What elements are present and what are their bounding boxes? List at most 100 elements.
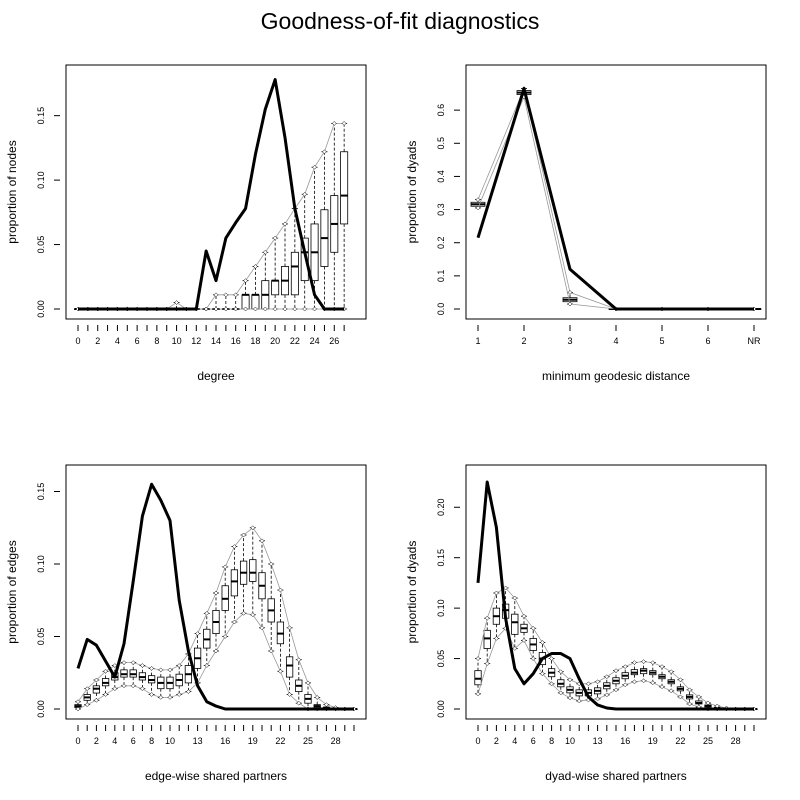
x-tick-label: 6 bbox=[131, 736, 136, 746]
envelope-point bbox=[567, 290, 573, 295]
y-tick-label: 0.15 bbox=[436, 549, 446, 567]
envelope-point bbox=[167, 695, 173, 700]
envelope-point bbox=[213, 306, 219, 312]
envelope-point bbox=[521, 638, 527, 643]
envelope-point bbox=[494, 636, 499, 641]
envelope-point bbox=[641, 678, 646, 684]
x-tick-label: 18 bbox=[250, 336, 260, 346]
panel-1: 0 2 4 6 8 10 12 14 16 18 20 22 24 260.000.050.100.15d… bbox=[5, 64, 367, 383]
box bbox=[511, 613, 519, 635]
x-tick-label: 10 bbox=[172, 336, 182, 346]
envelope-point bbox=[341, 121, 347, 126]
x-tick-label: 26 bbox=[329, 336, 339, 346]
envelope-point bbox=[530, 656, 536, 661]
envelope-point bbox=[262, 306, 268, 312]
y-tick-label: 0.10 bbox=[36, 171, 46, 189]
x-tick-label: 4 bbox=[112, 736, 117, 746]
x-tick-label: 0 bbox=[75, 336, 80, 346]
x-tick-label: 25 bbox=[303, 736, 313, 746]
envelope-point bbox=[475, 205, 481, 211]
envelope-point bbox=[296, 700, 302, 706]
envelope-point bbox=[530, 625, 536, 631]
y-tick-label: 0.0 bbox=[436, 303, 446, 316]
x-tick-label: 19 bbox=[248, 736, 258, 746]
envelope-point bbox=[302, 306, 308, 312]
x-axis-title: edge-wise shared partners bbox=[145, 769, 287, 783]
envelope-point bbox=[567, 301, 573, 307]
envelope-point bbox=[232, 619, 237, 625]
envelope-point bbox=[632, 660, 637, 665]
y-tick-label: 0.10 bbox=[436, 599, 446, 617]
y-tick-label: 0.00 bbox=[36, 300, 46, 318]
envelope-point bbox=[314, 695, 320, 700]
envelope-point bbox=[149, 666, 154, 671]
panel-3: 0 2 4 6 8 10 13 16 19 22 25 28 0.00 0.05 0.10 0.15 edge-… bbox=[5, 464, 367, 783]
y-tick-label: 0.6 bbox=[436, 104, 446, 117]
envelope-point bbox=[324, 702, 329, 708]
x-tick-label: 6 bbox=[705, 336, 710, 346]
envelope-line bbox=[477, 95, 754, 310]
envelope-point bbox=[322, 149, 327, 155]
envelope-point bbox=[687, 687, 692, 693]
envelope-point bbox=[312, 306, 317, 312]
y-tick-label: 0.3 bbox=[436, 203, 446, 216]
chart-main-title: Goodness-of-fit diagnostics bbox=[260, 8, 540, 34]
envelope-point bbox=[558, 669, 564, 675]
envelope-point bbox=[233, 306, 239, 312]
envelope-point bbox=[567, 677, 573, 683]
envelope-point bbox=[112, 663, 118, 668]
y-axis-title: proportion of dyads bbox=[405, 541, 419, 644]
envelope-point bbox=[484, 615, 490, 621]
envelope-point bbox=[130, 683, 136, 689]
envelope-point bbox=[75, 699, 81, 705]
envelope-point bbox=[84, 686, 90, 692]
plot-frame bbox=[465, 464, 767, 720]
envelope-point bbox=[282, 306, 288, 312]
envelope-point bbox=[521, 613, 527, 619]
envelope-point bbox=[678, 677, 683, 683]
envelope-point bbox=[305, 680, 311, 686]
envelope-point bbox=[222, 634, 228, 639]
x-tick-label: 10 bbox=[165, 736, 175, 746]
envelope-point bbox=[613, 668, 619, 674]
envelope-point bbox=[75, 706, 81, 712]
envelope-point bbox=[540, 640, 545, 645]
x-tick-label: 22 bbox=[275, 736, 285, 746]
y-tick-label: 0.5 bbox=[436, 137, 446, 150]
box bbox=[290, 251, 299, 296]
y-tick-label: 0.2 bbox=[436, 236, 446, 249]
envelope-point bbox=[613, 687, 619, 693]
envelope-point bbox=[140, 686, 145, 692]
envelope-point bbox=[213, 292, 219, 298]
envelope-point bbox=[268, 561, 274, 567]
y-axis-title: proportion of dyads bbox=[405, 141, 419, 244]
panel-4: 0 2 4 6 8 10 13 16 19 22 25 28 0.00 0.05 0.10 0.15 0.20 d… bbox=[405, 464, 767, 783]
envelope-point bbox=[121, 660, 127, 665]
envelope-point bbox=[253, 264, 258, 269]
x-tick-label: 16 bbox=[220, 736, 230, 746]
envelope-point bbox=[213, 648, 219, 654]
envelope-point bbox=[174, 300, 179, 305]
envelope-point bbox=[576, 698, 582, 704]
x-tick-label: 2 bbox=[94, 736, 99, 746]
y-axis-title: proportion of edges bbox=[5, 540, 19, 643]
y-tick-label: 0.05 bbox=[436, 650, 446, 668]
y-tick-label: 0.00 bbox=[36, 700, 46, 718]
x-tick-label: 13 bbox=[593, 736, 603, 746]
envelope-point bbox=[243, 278, 248, 283]
x-tick-label: 1 bbox=[475, 336, 480, 346]
box bbox=[230, 569, 239, 597]
envelope-point bbox=[475, 691, 481, 697]
y-axis-title: proportion of nodes bbox=[5, 140, 19, 243]
x-tick-label: 8 bbox=[549, 736, 554, 746]
envelope-point bbox=[158, 667, 164, 673]
envelope-point bbox=[112, 686, 118, 692]
envelope-point bbox=[604, 692, 610, 698]
envelope-point bbox=[272, 235, 278, 241]
box bbox=[340, 151, 349, 225]
envelope-point bbox=[604, 674, 610, 680]
x-tick-label: 0 bbox=[75, 736, 80, 746]
observed-line bbox=[476, 87, 754, 311]
envelope-point bbox=[475, 656, 481, 661]
plot-frame bbox=[65, 64, 367, 320]
